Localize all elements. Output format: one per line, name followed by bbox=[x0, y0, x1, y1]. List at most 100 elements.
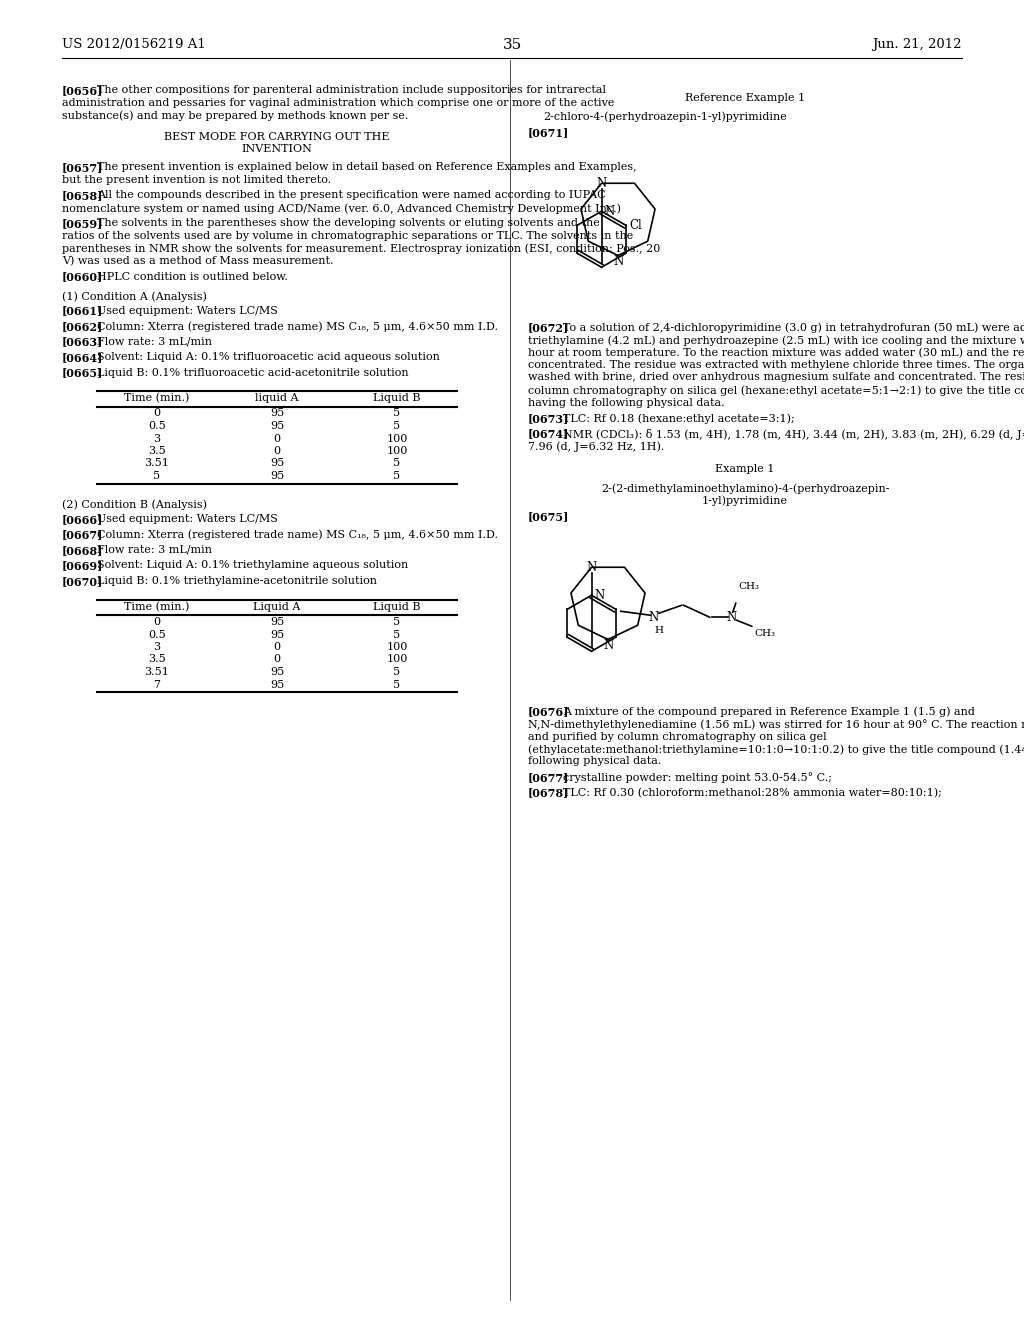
Text: TLC: Rf 0.30 (chloroform:methanol:28% ammonia water=80:10:1);: TLC: Rf 0.30 (chloroform:methanol:28% am… bbox=[563, 788, 942, 797]
Text: Flow rate: 3 mL/min: Flow rate: 3 mL/min bbox=[97, 545, 212, 554]
Text: concentrated. The residue was extracted with methylene chloride three times. The: concentrated. The residue was extracted … bbox=[528, 360, 1024, 370]
Text: 95: 95 bbox=[270, 680, 284, 689]
Text: The present invention is explained below in detail based on Reference Examples a: The present invention is explained below… bbox=[97, 162, 637, 173]
Text: 3: 3 bbox=[154, 433, 161, 444]
Text: A mixture of the compound prepared in Reference Example 1 (1.5 g) and: A mixture of the compound prepared in Re… bbox=[563, 706, 975, 717]
Text: 2-chloro-4-(perhydroazepin-1-yl)pyrimidine: 2-chloro-4-(perhydroazepin-1-yl)pyrimidi… bbox=[543, 111, 786, 121]
Text: but the present invention is not limited thereto.: but the present invention is not limited… bbox=[62, 176, 331, 185]
Text: All the compounds described in the present specification were named according to: All the compounds described in the prese… bbox=[97, 190, 605, 201]
Text: [0658]: [0658] bbox=[62, 190, 103, 202]
Text: [0659]: [0659] bbox=[62, 219, 103, 230]
Text: Used equipment: Waters LC/MS: Used equipment: Waters LC/MS bbox=[97, 513, 278, 524]
Text: administration and pessaries for vaginal administration which comprise one or mo: administration and pessaries for vaginal… bbox=[62, 98, 614, 107]
Text: 95: 95 bbox=[270, 471, 284, 480]
Text: H: H bbox=[654, 626, 664, 635]
Text: 100: 100 bbox=[386, 655, 408, 664]
Text: [0677]: [0677] bbox=[528, 772, 569, 783]
Text: 5: 5 bbox=[393, 680, 400, 689]
Text: Reference Example 1: Reference Example 1 bbox=[685, 92, 805, 103]
Text: having the following physical data.: having the following physical data. bbox=[528, 397, 725, 408]
Text: N: N bbox=[648, 611, 658, 624]
Text: N: N bbox=[604, 205, 614, 218]
Text: washed with brine, dried over anhydrous magnesium sulfate and concentrated. The : washed with brine, dried over anhydrous … bbox=[528, 372, 1024, 383]
Text: Time (min.): Time (min.) bbox=[124, 393, 189, 404]
Text: 0: 0 bbox=[273, 446, 281, 455]
Text: N: N bbox=[613, 255, 624, 268]
Text: [0674]: [0674] bbox=[528, 429, 569, 440]
Text: Column: Xterra (registered trade name) MS C₁₈, 5 μm, 4.6×50 mm I.D.: Column: Xterra (registered trade name) M… bbox=[97, 321, 498, 331]
Text: 95: 95 bbox=[270, 458, 284, 469]
Text: [0661]: [0661] bbox=[62, 305, 103, 317]
Text: [0669]: [0669] bbox=[62, 561, 103, 572]
Text: 100: 100 bbox=[386, 642, 408, 652]
Text: [0671]: [0671] bbox=[528, 127, 569, 139]
Text: Cl: Cl bbox=[630, 219, 642, 232]
Text: The other compositions for parenteral administration include suppositories for i: The other compositions for parenteral ad… bbox=[97, 84, 606, 95]
Text: NMR (CDCl₃): δ 1.53 (m, 4H), 1.78 (m, 4H), 3.44 (m, 2H), 3.83 (m, 2H), 6.29 (d, : NMR (CDCl₃): δ 1.53 (m, 4H), 1.78 (m, 4H… bbox=[563, 429, 1024, 440]
Text: following physical data.: following physical data. bbox=[528, 756, 662, 767]
Text: Liquid B: Liquid B bbox=[374, 393, 421, 403]
Text: and purified by column chromatography on silica gel: and purified by column chromatography on… bbox=[528, 731, 826, 742]
Text: N: N bbox=[603, 639, 613, 652]
Text: Used equipment: Waters LC/MS: Used equipment: Waters LC/MS bbox=[97, 305, 278, 315]
Text: BEST MODE FOR CARRYING OUT THE: BEST MODE FOR CARRYING OUT THE bbox=[164, 132, 390, 141]
Text: N,N-dimethylethylenediamine (1.56 mL) was stirred for 16 hour at 90° C. The reac: N,N-dimethylethylenediamine (1.56 mL) wa… bbox=[528, 719, 1024, 730]
Text: 0.5: 0.5 bbox=[148, 630, 166, 639]
Text: 95: 95 bbox=[270, 408, 284, 418]
Text: To a solution of 2,4-dichloropyrimidine (3.0 g) in tetrahydrofuran (50 mL) were : To a solution of 2,4-dichloropyrimidine … bbox=[563, 322, 1024, 333]
Text: Solvent: Liquid A: 0.1% triethylamine aqueous solution: Solvent: Liquid A: 0.1% triethylamine aq… bbox=[97, 561, 409, 570]
Text: N: N bbox=[596, 177, 606, 190]
Text: 0: 0 bbox=[273, 642, 281, 652]
Text: V) was used as a method of Mass measurement.: V) was used as a method of Mass measurem… bbox=[62, 256, 334, 267]
Text: column chromatography on silica gel (hexane:ethyl acetate=5:1→2:1) to give the t: column chromatography on silica gel (hex… bbox=[528, 385, 1024, 396]
Text: 5: 5 bbox=[393, 630, 400, 639]
Text: Liquid B: 0.1% trifluoroacetic acid-acetonitrile solution: Liquid B: 0.1% trifluoroacetic acid-acet… bbox=[97, 367, 409, 378]
Text: [0675]: [0675] bbox=[528, 511, 569, 521]
Text: 95: 95 bbox=[270, 630, 284, 639]
Text: 3.5: 3.5 bbox=[148, 446, 166, 455]
Text: 100: 100 bbox=[386, 433, 408, 444]
Text: 0: 0 bbox=[154, 408, 161, 418]
Text: 3.51: 3.51 bbox=[144, 458, 169, 469]
Text: (ethylacetate:methanol:triethylamine=10:1:0→10:1:0.2) to give the title compound: (ethylacetate:methanol:triethylamine=10:… bbox=[528, 744, 1024, 755]
Text: 0.5: 0.5 bbox=[148, 421, 166, 432]
Text: 5: 5 bbox=[154, 471, 161, 480]
Text: [0667]: [0667] bbox=[62, 529, 103, 540]
Text: N: N bbox=[727, 611, 737, 624]
Text: HPLC condition is outlined below.: HPLC condition is outlined below. bbox=[97, 272, 288, 281]
Text: Liquid B: 0.1% triethylamine-acetonitrile solution: Liquid B: 0.1% triethylamine-acetonitril… bbox=[97, 576, 377, 586]
Text: 5: 5 bbox=[393, 421, 400, 432]
Text: Flow rate: 3 mL/min: Flow rate: 3 mL/min bbox=[97, 337, 212, 346]
Text: Column: Xterra (registered trade name) MS C₁₈, 5 μm, 4.6×50 mm I.D.: Column: Xterra (registered trade name) M… bbox=[97, 529, 498, 540]
Text: [0673]: [0673] bbox=[528, 413, 569, 424]
Text: Jun. 21, 2012: Jun. 21, 2012 bbox=[872, 38, 962, 51]
Text: 7: 7 bbox=[154, 680, 161, 689]
Text: 35: 35 bbox=[503, 38, 521, 51]
Text: INVENTION: INVENTION bbox=[242, 144, 312, 154]
Text: TLC: Rf 0.18 (hexane:ethyl acetate=3:1);: TLC: Rf 0.18 (hexane:ethyl acetate=3:1); bbox=[563, 413, 795, 424]
Text: [0657]: [0657] bbox=[62, 162, 103, 173]
Text: hour at room temperature. To the reaction mixture was added water (30 mL) and th: hour at room temperature. To the reactio… bbox=[528, 347, 1024, 358]
Text: 5: 5 bbox=[393, 471, 400, 480]
Text: [0676]: [0676] bbox=[528, 706, 569, 718]
Text: 5: 5 bbox=[393, 408, 400, 418]
Text: 3.5: 3.5 bbox=[148, 655, 166, 664]
Text: (2) Condition B (Analysis): (2) Condition B (Analysis) bbox=[62, 499, 207, 510]
Text: Example 1: Example 1 bbox=[716, 465, 775, 474]
Text: [0665]: [0665] bbox=[62, 367, 103, 379]
Text: [0660]: [0660] bbox=[62, 272, 103, 282]
Text: Liquid B: Liquid B bbox=[374, 602, 421, 611]
Text: [0670]: [0670] bbox=[62, 576, 103, 587]
Text: [0662]: [0662] bbox=[62, 321, 103, 333]
Text: 100: 100 bbox=[386, 446, 408, 455]
Text: 5: 5 bbox=[393, 616, 400, 627]
Text: 1-yl)pyrimidine: 1-yl)pyrimidine bbox=[702, 495, 788, 506]
Text: N: N bbox=[595, 589, 605, 602]
Text: (1) Condition A (Analysis): (1) Condition A (Analysis) bbox=[62, 290, 207, 301]
Text: [0666]: [0666] bbox=[62, 513, 103, 525]
Text: substance(s) and may be prepared by methods known per se.: substance(s) and may be prepared by meth… bbox=[62, 110, 409, 120]
Text: [0678]: [0678] bbox=[528, 788, 569, 799]
Text: 0: 0 bbox=[273, 433, 281, 444]
Text: 2-(2-dimethylaminoethylamino)-4-(perhydroazepin-: 2-(2-dimethylaminoethylamino)-4-(perhydr… bbox=[601, 483, 889, 494]
Text: [0672]: [0672] bbox=[528, 322, 569, 334]
